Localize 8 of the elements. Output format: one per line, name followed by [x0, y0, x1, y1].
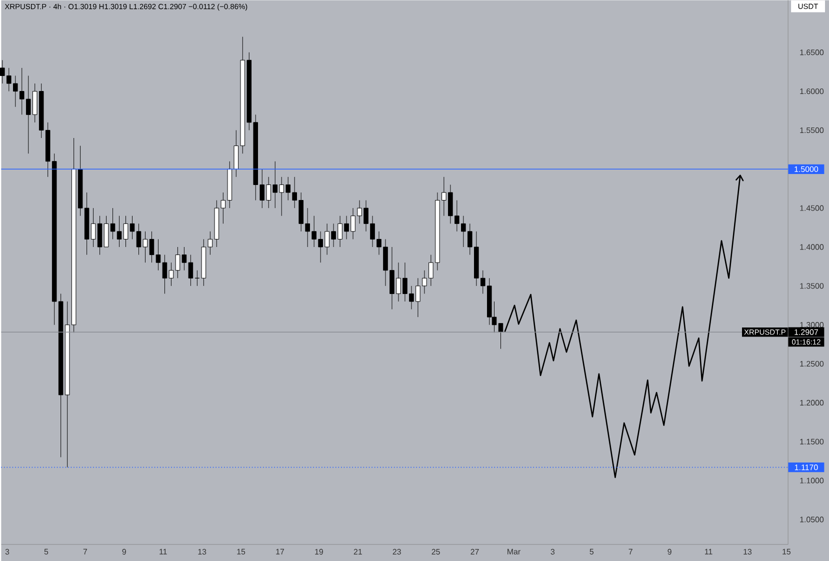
- candlestick: [149, 230, 154, 263]
- candlestick: [156, 238, 161, 270]
- candlestick: [123, 215, 128, 248]
- candlestick: [136, 223, 142, 255]
- candlestick: [116, 215, 122, 248]
- candlestick: [162, 254, 168, 294]
- candlestick: [142, 230, 148, 263]
- candlestick: [130, 215, 135, 240]
